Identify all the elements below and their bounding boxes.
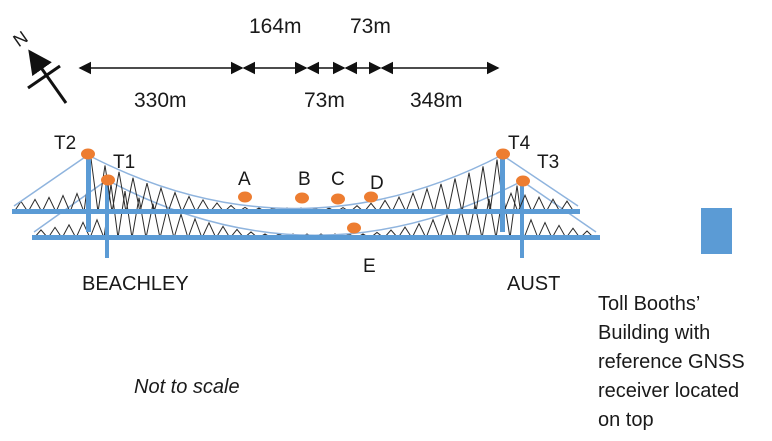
tower-label-t1: T1 bbox=[113, 152, 136, 173]
toll-caption-line: on top bbox=[598, 409, 654, 431]
marker-t3 bbox=[516, 175, 530, 187]
front-side-cable-west bbox=[13, 154, 89, 207]
tower-t3 bbox=[520, 180, 524, 258]
tower-label-t2: T2 bbox=[54, 133, 77, 154]
marker-c bbox=[331, 193, 345, 205]
place-label-beachley: BEACHLEY bbox=[82, 273, 189, 295]
marker-d bbox=[364, 191, 378, 203]
compass-icon bbox=[27, 49, 68, 104]
dimension-label-164m: 164m bbox=[249, 15, 302, 38]
place-label-aust: AUST bbox=[507, 273, 561, 295]
tower-label-t3: T3 bbox=[537, 152, 560, 173]
rear-side-cable-east bbox=[521, 180, 597, 233]
front-side-cable-east bbox=[501, 154, 579, 207]
toll-caption-line: Building with bbox=[598, 322, 711, 344]
point-label-b: B bbox=[298, 169, 311, 190]
dimension-label-330m: 330m bbox=[134, 89, 187, 112]
front-main-cable bbox=[87, 154, 503, 210]
toll-caption-line: Toll Booths’ bbox=[598, 293, 701, 315]
marker-t1 bbox=[101, 174, 115, 186]
front-deck bbox=[12, 209, 580, 214]
toll-caption-line: reference GNSS bbox=[598, 351, 745, 373]
tower-t2 bbox=[86, 154, 91, 232]
point-label-c: C bbox=[331, 169, 345, 190]
point-label-a: A bbox=[238, 169, 251, 190]
point-label-d: D bbox=[370, 173, 384, 194]
tower-t1 bbox=[105, 178, 109, 258]
marker-t4 bbox=[496, 148, 510, 160]
marker-e bbox=[347, 222, 361, 234]
dimension-label-73m-bottom: 73m bbox=[304, 89, 345, 112]
toll-building-caption: Toll Booths’ Building with reference GNS… bbox=[598, 290, 745, 435]
dimension-label-73m-top: 73m bbox=[350, 15, 391, 38]
marker-b bbox=[295, 192, 309, 204]
rear-deck bbox=[32, 235, 600, 240]
bridge-structure bbox=[12, 148, 600, 258]
point-label-e: E bbox=[363, 256, 376, 277]
marker-a bbox=[238, 191, 252, 203]
tower-label-t4: T4 bbox=[508, 133, 531, 154]
toll-caption-line: receiver located bbox=[598, 380, 740, 402]
tower-t4 bbox=[500, 154, 505, 232]
not-to-scale-note: Not to scale bbox=[134, 376, 240, 398]
marker-t2 bbox=[81, 148, 95, 160]
toll-building-icon bbox=[701, 208, 732, 254]
dimension-label-348m: 348m bbox=[410, 89, 463, 112]
